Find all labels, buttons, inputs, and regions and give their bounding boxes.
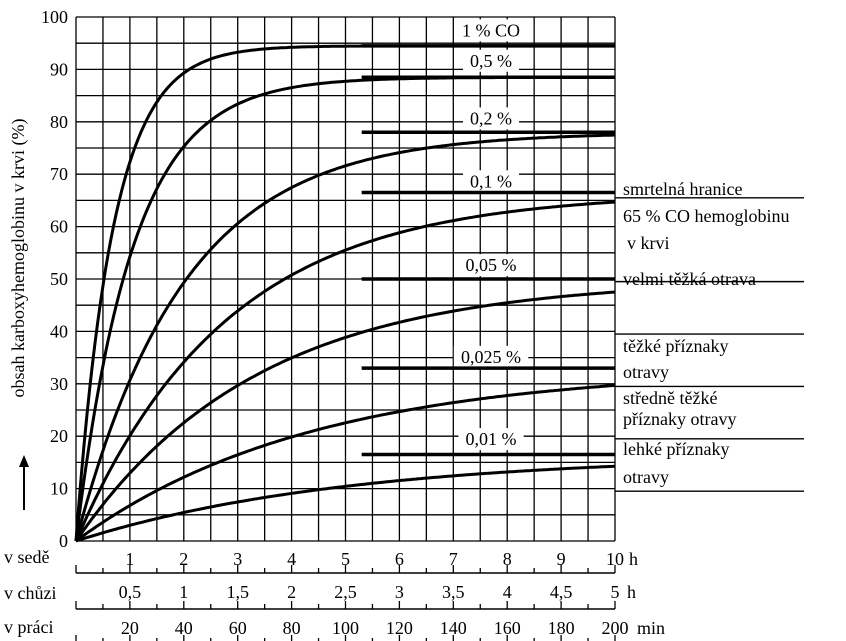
x-axis-unit: h — [629, 549, 638, 569]
curve-label-background — [463, 170, 520, 193]
x-axis-name: v chůzi — [4, 583, 56, 603]
x-tick-label: 6 — [395, 549, 404, 569]
x-axes: v sedě 1 2 3 4 5 6 7 8 9 10 h v chůzi 0,5 1 1,5 2 2,5 3 3,5… — [4, 547, 665, 641]
curve-line — [74, 290, 616, 542]
x-axis-name: v práci — [4, 617, 53, 637]
curve-line — [74, 133, 616, 542]
curve-label-background — [458, 19, 524, 42]
level-label: v krvi — [627, 233, 670, 253]
x-tick-label: 4 — [287, 549, 296, 569]
curve-label: 0,05 % — [466, 255, 517, 275]
level-label: otravy — [623, 467, 669, 487]
curve-line — [75, 383, 616, 543]
poisoning-levels: smrtelná hranice 65 % CO hemoglobinu v krv… — [615, 179, 804, 492]
x-tick-label: 120 — [386, 618, 413, 638]
y-tick-label: 50 — [50, 269, 68, 289]
x-tick-label: 2 — [287, 582, 296, 602]
curve-label: 0,025 % — [461, 347, 521, 367]
x-tick-label: 180 — [548, 618, 575, 638]
level-label: 65 % CO hemoglobinu — [623, 206, 790, 226]
curve-label: 0,5 % — [470, 51, 512, 71]
y-tick-label: 30 — [50, 374, 68, 394]
curve-label-background — [463, 49, 520, 72]
curve-line — [75, 464, 616, 543]
x-tick-label: 7 — [449, 549, 458, 569]
y-axis: 0 10 20 30 40 50 60 70 80 90 100 — [41, 7, 68, 551]
x-axis-unit: min — [637, 618, 665, 638]
x-tick-label: 1 — [125, 549, 134, 569]
x-tick-label: 8 — [503, 549, 512, 569]
level-label: otravy — [623, 362, 669, 382]
y-tick-label: 20 — [50, 426, 68, 446]
x-tick-label: 40 — [175, 618, 193, 638]
curve-line — [74, 200, 616, 542]
x-tick-label: 60 — [229, 618, 247, 638]
x-tick-label: 3 — [233, 549, 242, 569]
x-tick-label: 200 — [602, 618, 629, 638]
curves: 1 % CO 0,5 % 0,2 % 0,1 % 0,05 % 0,025 % 0,01 % — [74, 19, 616, 543]
curve-label-background — [458, 254, 524, 277]
x-axis-name: v sedě — [4, 547, 49, 567]
x-axis-unit: h — [627, 582, 636, 602]
level-label: lehké příznaky — [623, 439, 729, 459]
x-tick-label: 3 — [395, 582, 404, 602]
y-axis-label: obsah karboxyhemoglobinu v krvi (%) — [8, 119, 29, 398]
x-tick-label: 9 — [557, 549, 566, 569]
x-tick-label: 3,5 — [442, 582, 465, 602]
y-tick-label: 40 — [50, 321, 68, 341]
curve-label-background — [458, 428, 524, 451]
y-tick-label: 0 — [59, 531, 68, 551]
x-tick-label: 5 — [611, 582, 620, 602]
y-tick-label: 90 — [50, 59, 68, 79]
x-tick-label: 140 — [440, 618, 467, 638]
curve-label: 0,01 % — [466, 429, 517, 449]
x-tick-label: 1 — [179, 582, 188, 602]
y-tick-label: 100 — [41, 7, 68, 27]
x-tick-label: 1,5 — [226, 582, 249, 602]
curve-label-background — [453, 345, 529, 368]
y-tick-label: 80 — [50, 112, 68, 132]
x-tick-label: 20 — [121, 618, 139, 638]
y-tick-label: 70 — [50, 164, 68, 184]
x-tick-label: 2 — [179, 549, 188, 569]
curve-label: 0,1 % — [470, 171, 512, 191]
x-tick-label: 4,5 — [550, 582, 573, 602]
level-label: těžké příznaky — [623, 336, 728, 356]
x-tick-label: 100 — [332, 618, 359, 638]
x-tick-label: 2,5 — [334, 582, 357, 602]
level-label: středně těžké — [623, 388, 717, 408]
y-tick-label: 10 — [50, 479, 68, 499]
level-label: příznaky otravy — [623, 409, 736, 429]
x-tick-label: 5 — [341, 549, 350, 569]
level-label: smrtelná hranice — [623, 179, 742, 199]
curve-label: 0,2 % — [470, 108, 512, 128]
y-tick-label: 60 — [50, 217, 68, 237]
curve-label: 1 % CO — [462, 20, 520, 40]
curve-label-background — [463, 107, 520, 130]
x-tick-label: 10 — [606, 549, 624, 569]
x-tick-label: 80 — [283, 618, 301, 638]
y-axis-arrow — [19, 455, 29, 510]
level-label: velmi těžká otrava — [623, 269, 756, 289]
x-tick-label: 160 — [494, 618, 521, 638]
x-tick-label: 0,5 — [119, 582, 142, 602]
x-tick-label: 4 — [503, 582, 512, 602]
